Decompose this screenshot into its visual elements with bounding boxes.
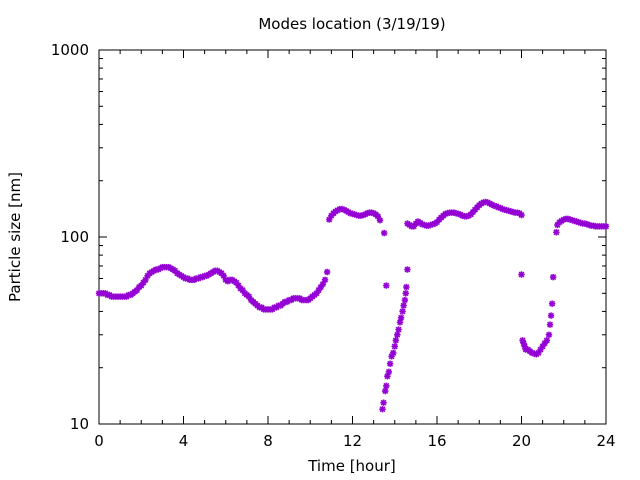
data-point bbox=[518, 211, 525, 219]
y-axis-label: Particle size [nm] bbox=[6, 172, 24, 302]
data-point bbox=[400, 302, 407, 309]
data-point bbox=[548, 300, 556, 307]
data-point bbox=[380, 399, 387, 406]
data-point bbox=[376, 216, 384, 224]
data-point bbox=[553, 229, 560, 236]
x-tick-label: 12 bbox=[343, 432, 362, 450]
x-tick-label: 4 bbox=[179, 432, 189, 450]
plot-frame bbox=[98, 49, 607, 425]
data-point bbox=[399, 308, 406, 315]
plot-area: 0 4 8 12 16 20 24 10 100 1000 bbox=[51, 41, 616, 450]
data-point bbox=[403, 283, 410, 291]
x-tick-label: 20 bbox=[512, 432, 531, 450]
x-tick-label: 0 bbox=[94, 432, 104, 450]
data-point bbox=[545, 331, 553, 338]
data-point bbox=[386, 360, 394, 367]
y-tick-label: 1000 bbox=[51, 41, 89, 59]
data-point bbox=[382, 387, 389, 395]
data-point bbox=[401, 296, 409, 304]
data-point bbox=[394, 331, 401, 338]
y-tick-label: 10 bbox=[70, 415, 89, 433]
data-point bbox=[543, 337, 551, 344]
chart-title: Modes location (3/19/19) bbox=[258, 15, 445, 33]
data-point bbox=[374, 213, 382, 220]
data-point bbox=[383, 382, 390, 390]
data-point bbox=[546, 321, 554, 328]
data-point bbox=[547, 312, 555, 319]
x-axis-label: Time [hour] bbox=[307, 457, 396, 475]
x-tick-label: 24 bbox=[596, 432, 615, 450]
data-point bbox=[379, 405, 386, 413]
data-point bbox=[392, 337, 400, 344]
data-point bbox=[404, 266, 411, 273]
data-point bbox=[321, 276, 329, 284]
y-tick-label: 100 bbox=[60, 228, 89, 246]
data-point bbox=[385, 368, 393, 376]
x-tick-label: 16 bbox=[427, 432, 446, 450]
data-point bbox=[549, 273, 557, 281]
data-point bbox=[402, 290, 409, 297]
data-point bbox=[397, 314, 405, 321]
data-point bbox=[395, 326, 402, 333]
data-point bbox=[518, 271, 525, 278]
data-point bbox=[390, 349, 397, 357]
data-point bbox=[383, 282, 390, 289]
x-tick-label: 8 bbox=[263, 432, 273, 450]
data-point bbox=[602, 223, 610, 230]
data-point bbox=[380, 229, 388, 237]
data-point bbox=[391, 343, 398, 350]
data-point bbox=[323, 268, 331, 276]
